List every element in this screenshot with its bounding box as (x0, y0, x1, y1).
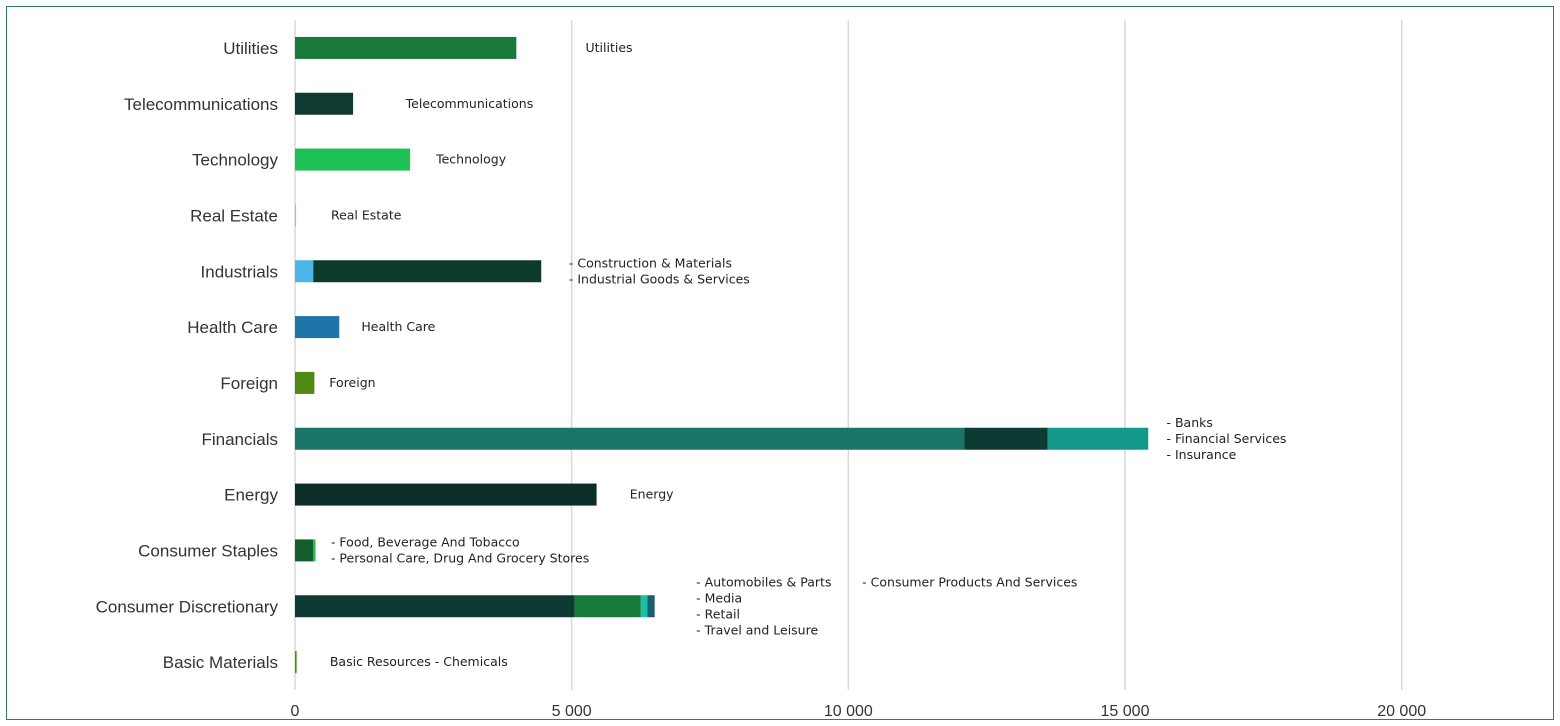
bar-annotation: Health Care (361, 319, 435, 334)
bar-segment (574, 595, 641, 618)
x-tick-label-2: 10 000 (824, 703, 873, 720)
bar-annotation: - Financial Services (1167, 431, 1287, 446)
category-label: Utilities (223, 39, 278, 58)
bar-segment (295, 651, 297, 674)
category-label: Foreign (220, 374, 278, 393)
x-tick-label-1: 5 000 (552, 703, 592, 720)
bar-annotation: Real Estate (331, 207, 402, 222)
bar-segment (295, 539, 314, 562)
bar-segment (295, 260, 314, 283)
category-label: Technology (192, 151, 279, 170)
bar-segment (295, 371, 315, 394)
category-label: Energy (224, 486, 278, 505)
bar-annotation: - Consumer Products And Services (862, 574, 1077, 589)
bar-segment (295, 595, 575, 618)
bar-segment (295, 427, 965, 450)
bar-annotation: - Retail (696, 606, 740, 621)
bar-segment (295, 483, 597, 506)
bar-segment (313, 539, 316, 562)
bar-annotation: Basic Resources - Chemicals (330, 654, 508, 669)
bar-segment (295, 148, 411, 171)
x-tick-label-0: 0 (291, 703, 300, 720)
category-label: Consumer Staples (138, 541, 278, 560)
bar-segment (295, 316, 340, 339)
bar-annotation: - Travel and Leisure (696, 622, 818, 637)
category-label: Financials (201, 430, 278, 449)
x-tick-label-4: 20 000 (1377, 703, 1426, 720)
bar-annotation: - Industrial Goods & Services (569, 271, 750, 286)
bar-annotation: - Automobiles & Parts (696, 574, 831, 589)
grid-lines (294, 20, 1403, 690)
category-label: Telecommunications (124, 95, 278, 114)
bars (295, 36, 1149, 674)
bar-annotation: - Personal Care, Drug And Grocery Stores (331, 550, 589, 565)
chart-frame (6, 6, 1554, 720)
bar-annotation: - Food, Beverage And Tobacco (331, 534, 520, 549)
bar-annotation: - Banks (1167, 415, 1213, 430)
annotations: Utilities Telecommunications Technology Rea… (329, 40, 1286, 669)
category-label: Real Estate (190, 206, 278, 225)
bar-segment (295, 36, 517, 59)
bar-annotation: Utilities (586, 40, 633, 55)
bar-annotation: Telecommunications (405, 96, 534, 111)
bar-annotation: Technology (435, 152, 507, 167)
category-label: Health Care (187, 318, 278, 337)
bar-segment (640, 595, 648, 618)
category-label: Consumer Discretionary (96, 597, 279, 616)
category-label: Industrials (201, 262, 278, 281)
x-tick-label-3: 15 000 (1101, 703, 1150, 720)
bar-annotation: Energy (630, 487, 674, 502)
bar-annotation: - Insurance (1167, 447, 1237, 462)
category-labels: Utilities Telecommunications Technology Rea… (96, 39, 279, 672)
bar-segment (295, 92, 354, 115)
bar-annotation: - Media (696, 590, 742, 605)
bar-segment (295, 204, 297, 227)
x-axis-ticks: 0 5 000 10 000 15 000 20 000 (291, 703, 1427, 720)
bar-segment (295, 651, 296, 674)
bar-segment (964, 427, 1048, 450)
bar-segment (1047, 427, 1149, 450)
bar-annotation: Foreign (329, 375, 375, 390)
bar-segment (313, 260, 542, 283)
category-label: Basic Materials (163, 653, 278, 672)
bar-segment (647, 595, 655, 618)
bar-annotation: - Construction & Materials (569, 255, 732, 270)
